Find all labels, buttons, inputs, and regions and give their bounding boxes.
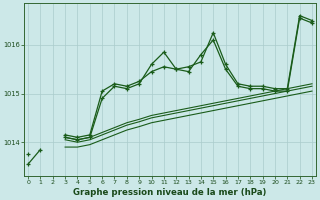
X-axis label: Graphe pression niveau de la mer (hPa): Graphe pression niveau de la mer (hPa)	[73, 188, 267, 197]
